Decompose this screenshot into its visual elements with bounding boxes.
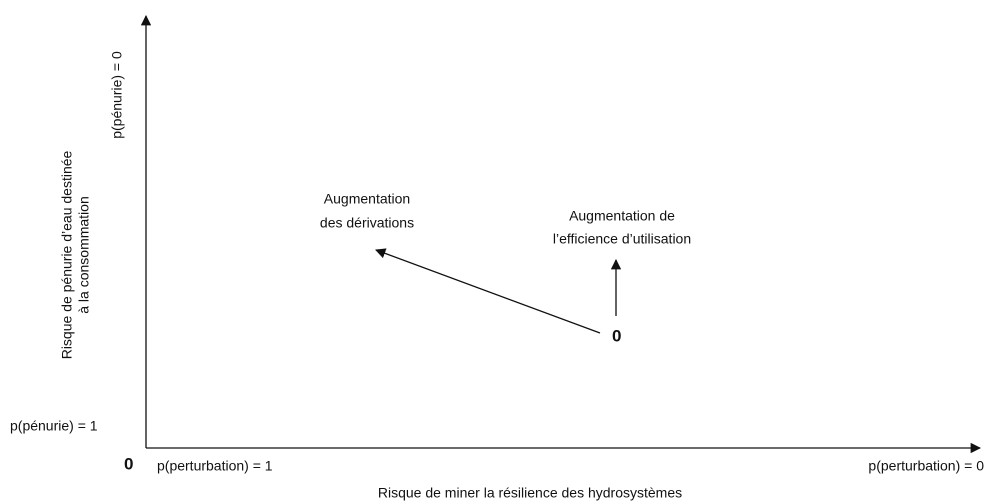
x-left-label: p(perturbation) = 1 [157,458,273,474]
arrow-derivations [375,248,601,334]
y-bottom-label: p(pénurie) = 1 [10,418,98,434]
annotation: l’efficience d’utilisation [553,231,691,247]
annotation: des dérivations [320,215,414,231]
x-right-label: p(perturbation) = 0 [868,458,984,474]
y-axis-label: Risque de pénurie d’eau destinée [59,150,75,359]
annotation: Augmentation de [569,208,675,224]
y-axis-label: à la consommation [76,196,92,314]
y-top-label: p(pénurie) = 0 [109,51,125,139]
point-label: 0 [612,326,621,345]
annotation: Augmentation [324,191,410,207]
origin-label: 0 [124,454,133,473]
x-axis-label: Risque de miner la résilience des hydros… [378,485,682,501]
